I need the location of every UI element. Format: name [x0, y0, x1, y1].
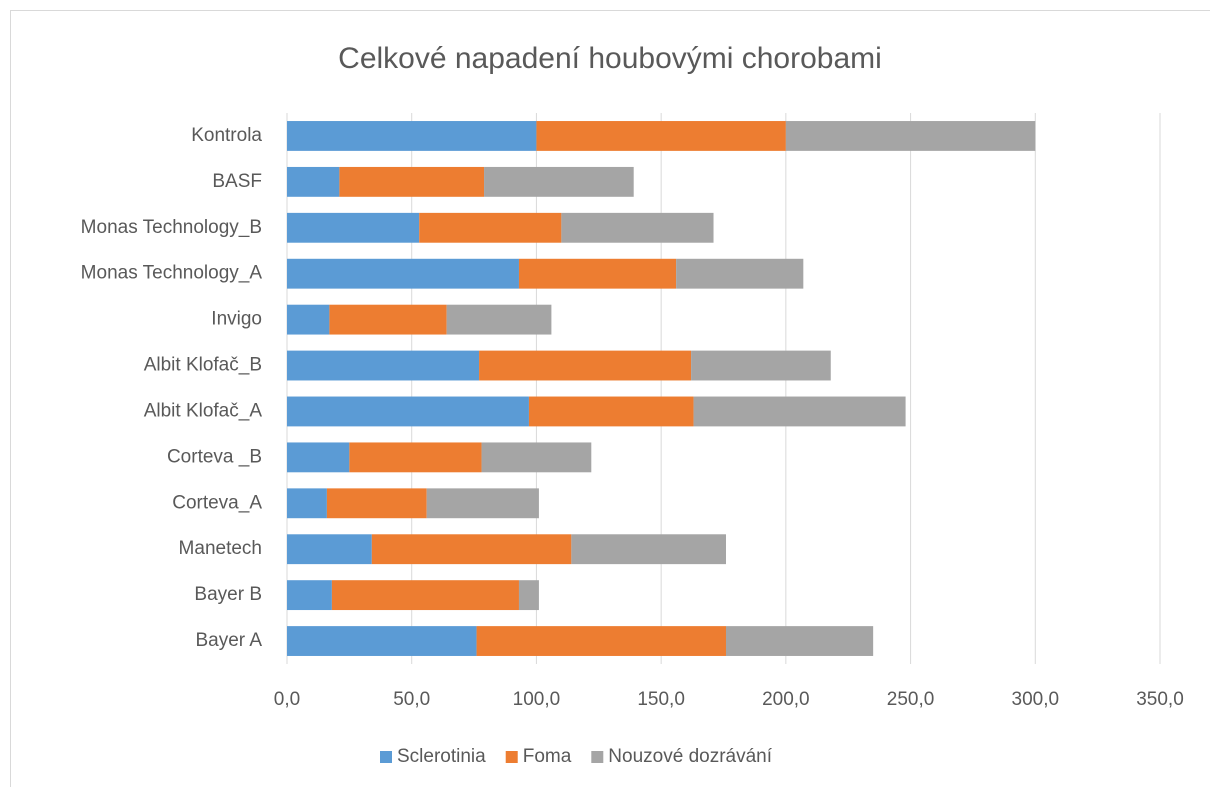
bar-segment	[329, 304, 447, 335]
x-tick-label: 350,0	[1136, 689, 1184, 710]
bar-segment	[693, 396, 906, 427]
x-tick-label: 50,0	[393, 689, 430, 710]
bar-segment	[479, 350, 692, 381]
bar-segment	[518, 258, 677, 289]
y-tick-label: Manetech	[179, 538, 262, 559]
y-tick-label: Corteva _B	[167, 446, 262, 467]
bar-segment	[484, 166, 634, 197]
x-tick-label: 250,0	[887, 689, 935, 710]
bar-segment	[518, 580, 539, 611]
bar-segment	[426, 488, 539, 519]
bar-segment	[446, 304, 552, 335]
chart-title: Celkové napadení houbovými chorobami	[338, 42, 882, 75]
bar-segment	[287, 396, 529, 427]
bar-segment	[287, 304, 330, 335]
bar-segment	[287, 258, 519, 289]
y-tick-label: Bayer A	[195, 630, 262, 651]
bar-segment	[287, 442, 350, 473]
bar-segment	[287, 350, 480, 381]
y-tick-label: Invigo	[211, 309, 262, 330]
bar-segment	[287, 488, 327, 519]
legend-swatch	[380, 751, 392, 763]
y-tick-label: BASF	[212, 171, 262, 192]
legend-label: Nouzové dozrávání	[608, 746, 772, 767]
y-tick-label: Corteva_A	[172, 492, 262, 513]
bar-segment	[536, 121, 786, 151]
bar-segment	[528, 396, 694, 427]
legend-label: Sclerotinia	[397, 746, 486, 767]
bar-segment	[287, 626, 477, 656]
bar-segment	[676, 258, 804, 289]
y-tick-label: Monas Technology_B	[81, 217, 262, 238]
bar-segment	[691, 350, 831, 381]
bar-segment	[571, 534, 726, 565]
bar-segment	[481, 442, 592, 473]
y-tick-label: Albit Klofač_A	[144, 400, 263, 421]
legend-swatch	[505, 751, 518, 763]
bar-segment	[287, 212, 420, 243]
legend-swatch	[591, 751, 604, 763]
bar-segment	[725, 626, 874, 656]
bar-segment	[371, 534, 572, 565]
bar-segment	[331, 580, 519, 611]
x-tick-label: 300,0	[1012, 689, 1060, 710]
x-tick-label: 0,0	[274, 689, 300, 710]
y-tick-label: Kontrola	[191, 125, 262, 146]
bar-segment	[419, 212, 562, 243]
bar-segment	[561, 212, 714, 243]
legend-label: Foma	[523, 746, 572, 767]
y-tick-label: Bayer B	[194, 584, 262, 605]
bar-segment	[785, 121, 1036, 151]
bar-segment	[287, 121, 537, 151]
x-tick-label: 200,0	[762, 689, 810, 710]
bar-segment	[349, 442, 482, 473]
y-tick-label: Albit Klofač_B	[144, 355, 262, 376]
bar-segment	[339, 166, 485, 197]
bar-segment	[476, 626, 726, 656]
y-tick-label: Monas Technology_A	[81, 263, 263, 284]
x-tick-label: 100,0	[513, 689, 561, 710]
bar-segment	[287, 580, 332, 611]
x-tick-label: 150,0	[637, 689, 685, 710]
bar-segment	[326, 488, 427, 519]
bar-segment	[287, 534, 372, 565]
bar-segment	[287, 166, 340, 197]
